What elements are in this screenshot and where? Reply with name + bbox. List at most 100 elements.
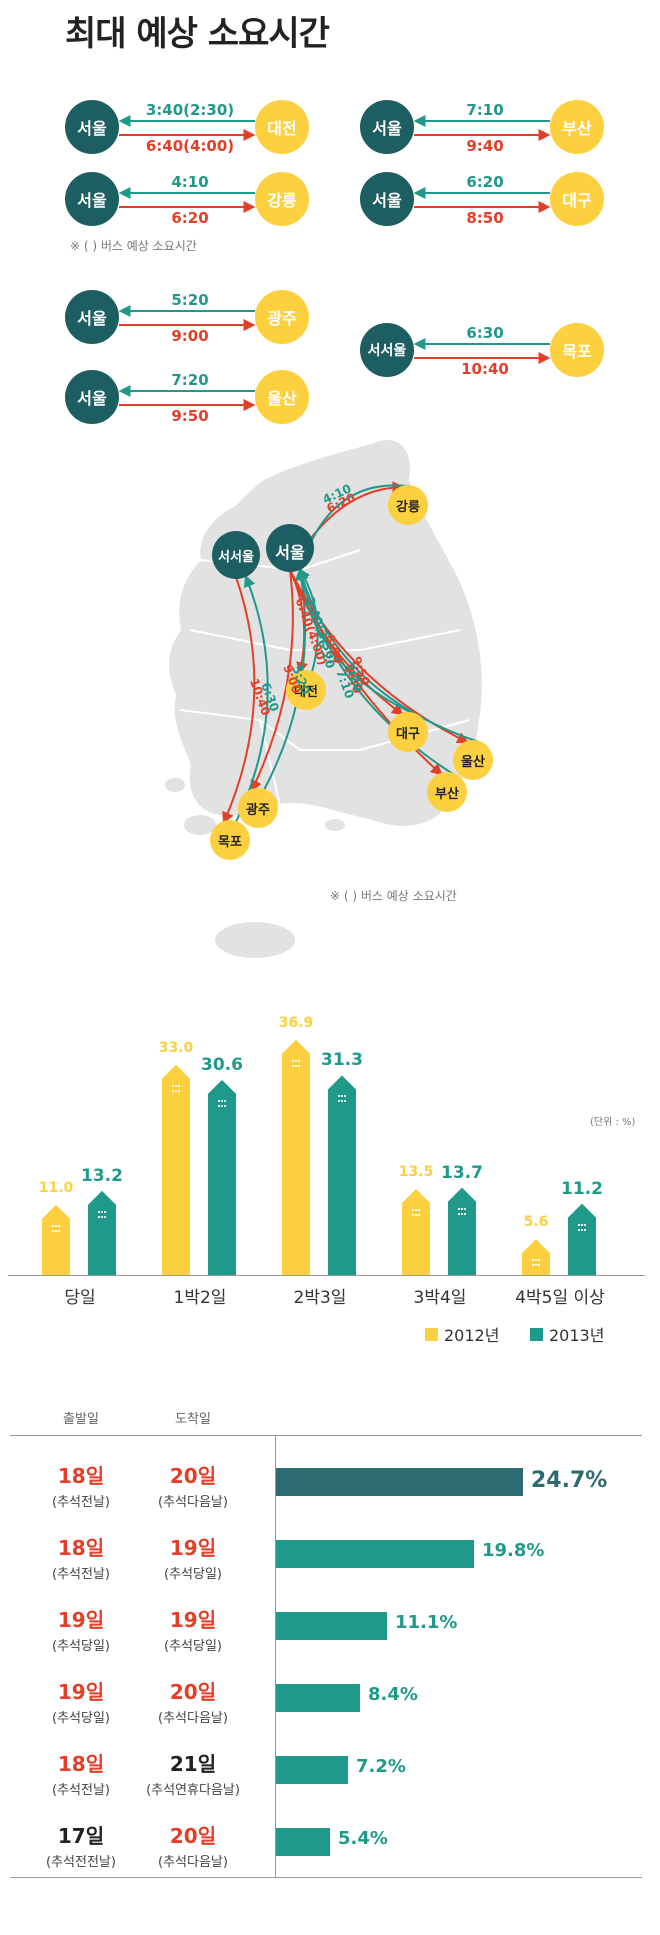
time-to-seoul: 5:20 [171,291,209,309]
map-city-label: 강릉 [396,500,420,515]
departure-desc: (추석전날) [52,1783,110,1798]
time-from-seoul: 8:50 [466,209,504,227]
legend-2012-label: 2012년 [444,1326,500,1345]
map-bus-note: ※ ( ) 버스 예상 소요시간 [330,889,457,903]
arrival-day: 19일 [169,1536,217,1560]
bar-2013 [88,1190,116,1275]
bar-2013 [208,1079,236,1275]
bar-value-label: 33.0 [158,1039,194,1056]
bar-value-label: 13.7 [441,1162,483,1183]
destination-node: 대전 [255,100,309,154]
map-city-dot [286,670,326,710]
departure-day: 17일 [57,1824,105,1848]
arrival-cell: 20일 (추석다음날) [128,1820,258,1870]
time-to-seoul: 7:20 [171,371,209,389]
arrival-cell: 20일 (추석다음날) [128,1460,258,1510]
map-city-label: 부산 [435,787,459,802]
bar-window-icon [52,1224,60,1232]
bus-note: ※ ( ) 버스 예상 소요시간 [70,239,197,253]
bar-2012 [162,1064,190,1275]
category-label: 1박2일 [173,1288,227,1308]
map-city-label: 서울 [275,543,305,562]
destination-node: 강릉 [255,172,309,226]
origin-node: 서울 [65,172,119,226]
origin-node: 서울 [360,100,414,154]
bar-value-label: 11.2 [561,1178,603,1199]
bar-percent-label: 8.4% [368,1684,418,1705]
time-to-seoul: 4:10 [171,173,209,191]
departure-cell: 18일 (추석전날) [16,1748,146,1798]
origin-node: 서서울 [360,323,414,377]
time-from-seoul: 6:40(4:00) [145,137,235,155]
map-city-label: 목포 [218,835,242,850]
table-divider [275,1435,276,1877]
destination-node: 부산 [550,100,604,154]
category-label: 3박4일 [413,1288,467,1308]
bar-value-label: 11.0 [38,1179,74,1196]
map-city-label: 광주 [246,803,270,818]
departure-desc: (추석전전날) [46,1855,116,1870]
departure-day: 18일 [57,1464,105,1488]
map-city-label: 울산 [461,755,485,770]
departure-desc: (추석전날) [52,1567,110,1582]
arrival-desc: (추석다음날) [158,1711,228,1726]
departure-cell: 18일 (추석전날) [16,1532,146,1582]
destination-node: 울산 [255,370,309,424]
time-to-seoul: 3:40(2:30) [145,101,235,119]
time-from-seoul: 9:50 [171,407,209,425]
bar-window-icon [292,1059,300,1067]
departure-cell: 19일 (추석당일) [16,1676,146,1726]
arrival-desc: (추석다음날) [158,1495,228,1510]
map-city-dot [266,524,314,572]
map-route-to-seoul [296,567,454,775]
departure-day: 19일 [57,1608,105,1632]
legend-swatch-2013 [530,1327,543,1341]
departure-day: 18일 [57,1752,105,1776]
legend-2013: 2013년 [530,1322,604,1346]
time-from-seoul: 6:20 [171,209,209,227]
horizontal-bar [276,1540,474,1568]
table-bottom-rule [10,1877,642,1878]
bar-value-label: 30.6 [201,1054,243,1075]
origin-node: 서울 [65,370,119,424]
time-from-seoul: 10:40 [461,360,509,378]
category-label: 4박5일 이상 [515,1288,605,1308]
horizontal-bar [276,1756,348,1784]
legend-2013-label: 2013년 [549,1326,605,1345]
arrival-cell: 20일 (추석다음날) [128,1676,258,1726]
korea-route-map [165,438,493,958]
time-from-seoul: 9:00 [171,327,209,345]
origin-node: 서울 [65,290,119,344]
bar-percent-label: 24.7% [531,1468,608,1493]
bar-2013 [568,1203,596,1275]
bar-window-icon [458,1207,466,1215]
category-label: 2박3일 [293,1288,347,1308]
map-city-dot [388,712,428,752]
destination-node: 광주 [255,290,309,344]
departure-desc: (추석당일) [52,1639,110,1654]
bar-window-icon [338,1095,346,1103]
origin-node: 서울 [65,100,119,154]
map-city-dot [388,485,428,525]
origin-node: 서울 [360,172,414,226]
bar-value-label: 13.5 [398,1163,434,1180]
time-to-seoul: 6:30 [466,324,504,342]
arrival-day: 19일 [169,1608,217,1632]
map-city-dot [427,772,467,812]
arrival-desc: (추석연휴다음날) [146,1783,240,1798]
category-label: 당일 [64,1288,96,1308]
map-route-from-seoul [222,576,256,825]
horizontal-bar [276,1468,523,1496]
departure-cell: 19일 (추석당일) [16,1604,146,1654]
map-route-from-seoul [250,569,294,793]
departure-cell: 17일 (추석전전날) [16,1820,146,1870]
map-city-dot [238,788,278,828]
map-city-dot [453,740,493,780]
arrival-desc: (추석당일) [164,1639,222,1654]
arrival-desc: (추석당일) [164,1567,222,1582]
bar-percent-label: 19.8% [482,1540,545,1561]
unit-label: (단위 : %) [590,1117,636,1128]
map-route-to-seoul [296,567,480,743]
horizontal-bar [276,1612,387,1640]
horizontal-bar [276,1684,360,1712]
